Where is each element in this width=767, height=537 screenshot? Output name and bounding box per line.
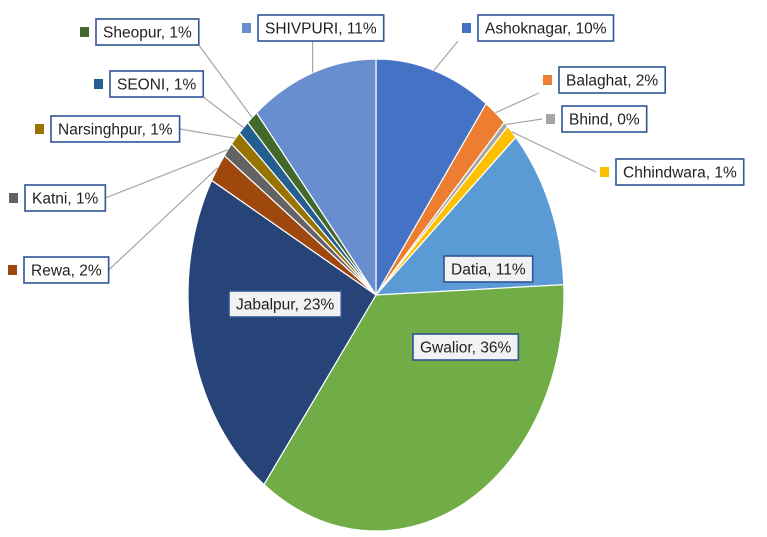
data-label-katni: Katni, 1% (9, 184, 107, 212)
data-label-box (558, 66, 667, 94)
data-label-box (257, 14, 385, 42)
legend-key-marker (9, 193, 18, 203)
data-label-text: Sheopur, 1% (103, 25, 192, 42)
legend-key-marker (242, 23, 251, 33)
leader-line-rewa (108, 167, 219, 271)
data-label-box (23, 256, 110, 284)
data-label-box (228, 290, 343, 318)
data-label-datia: Datia, 11% (443, 255, 534, 283)
data-label-sheopur: Sheopur, 1% (80, 18, 200, 46)
leader-line-seoni (202, 96, 244, 129)
data-label-text: Katni, 1% (32, 191, 99, 208)
data-label-text: Balaghat, 2% (566, 73, 658, 90)
legend-key-marker (600, 167, 609, 177)
pie-slice-jabalpur (187, 179, 377, 486)
pie-slice-shivpuri (255, 58, 377, 298)
legend-key-marker (80, 27, 89, 37)
legend-key-marker (94, 79, 103, 89)
data-label-box (561, 105, 648, 133)
leader-line-katni (105, 149, 229, 199)
data-label-narsinghpur: Narsinghpur, 1% (35, 115, 181, 143)
data-label-box (443, 255, 534, 283)
data-label-text: Ashoknagar, 10% (485, 21, 607, 38)
legend-key-marker (8, 265, 17, 275)
data-label-box (412, 333, 520, 361)
legend-key-marker (543, 75, 552, 85)
data-label-box (477, 14, 615, 42)
leader-line-ashoknagar (433, 40, 459, 71)
data-label-box (50, 115, 181, 143)
data-label-chhindwara: Chhindwara, 1% (600, 158, 745, 186)
data-label-rewa: Rewa, 2% (8, 256, 110, 284)
leader-line-bhind (505, 118, 543, 126)
data-label-text: Chhindwara, 1% (623, 165, 737, 182)
leader-line-chhindwara (511, 131, 597, 173)
data-label-box (615, 158, 745, 186)
data-labels: Ashoknagar, 10% Balaghat, 2% Bhind, 0% Chhi… (8, 14, 745, 361)
data-label-jabalpur: Jabalpur, 23% (228, 290, 343, 318)
data-label-box (95, 18, 200, 46)
data-label-text: Narsinghpur, 1% (58, 122, 173, 139)
data-label-text: SHIVPURI, 11% (265, 21, 377, 38)
data-label-box (24, 184, 107, 212)
data-label-text: Bhind, 0% (569, 112, 640, 129)
data-label-text: Gwalior, 36% (420, 340, 512, 357)
legend-key-marker (546, 114, 555, 124)
data-label-text: Rewa, 2% (31, 263, 102, 280)
data-label-seoni: SEONI, 1% (94, 70, 205, 98)
leader-line-narsinghpur (179, 128, 236, 139)
data-label-gwalior: Gwalior, 36% (412, 333, 520, 361)
leader-line-sheopur (198, 44, 253, 118)
legend-key-marker (462, 23, 471, 33)
data-label-ashoknagar: Ashoknagar, 10% (462, 14, 615, 42)
data-label-bhind: Bhind, 0% (546, 105, 648, 133)
data-label-balaghat: Balaghat, 2% (543, 66, 667, 94)
data-label-shivpuri: SHIVPURI, 11% (242, 14, 385, 42)
legend-key-marker (35, 124, 44, 134)
data-label-text: Jabalpur, 23% (236, 297, 334, 314)
data-label-text: SEONI, 1% (117, 77, 196, 94)
data-label-box (109, 70, 205, 98)
leader-line-balaghat (495, 92, 540, 114)
leader-lines (105, 40, 597, 271)
data-label-text: Datia, 11% (451, 262, 526, 279)
